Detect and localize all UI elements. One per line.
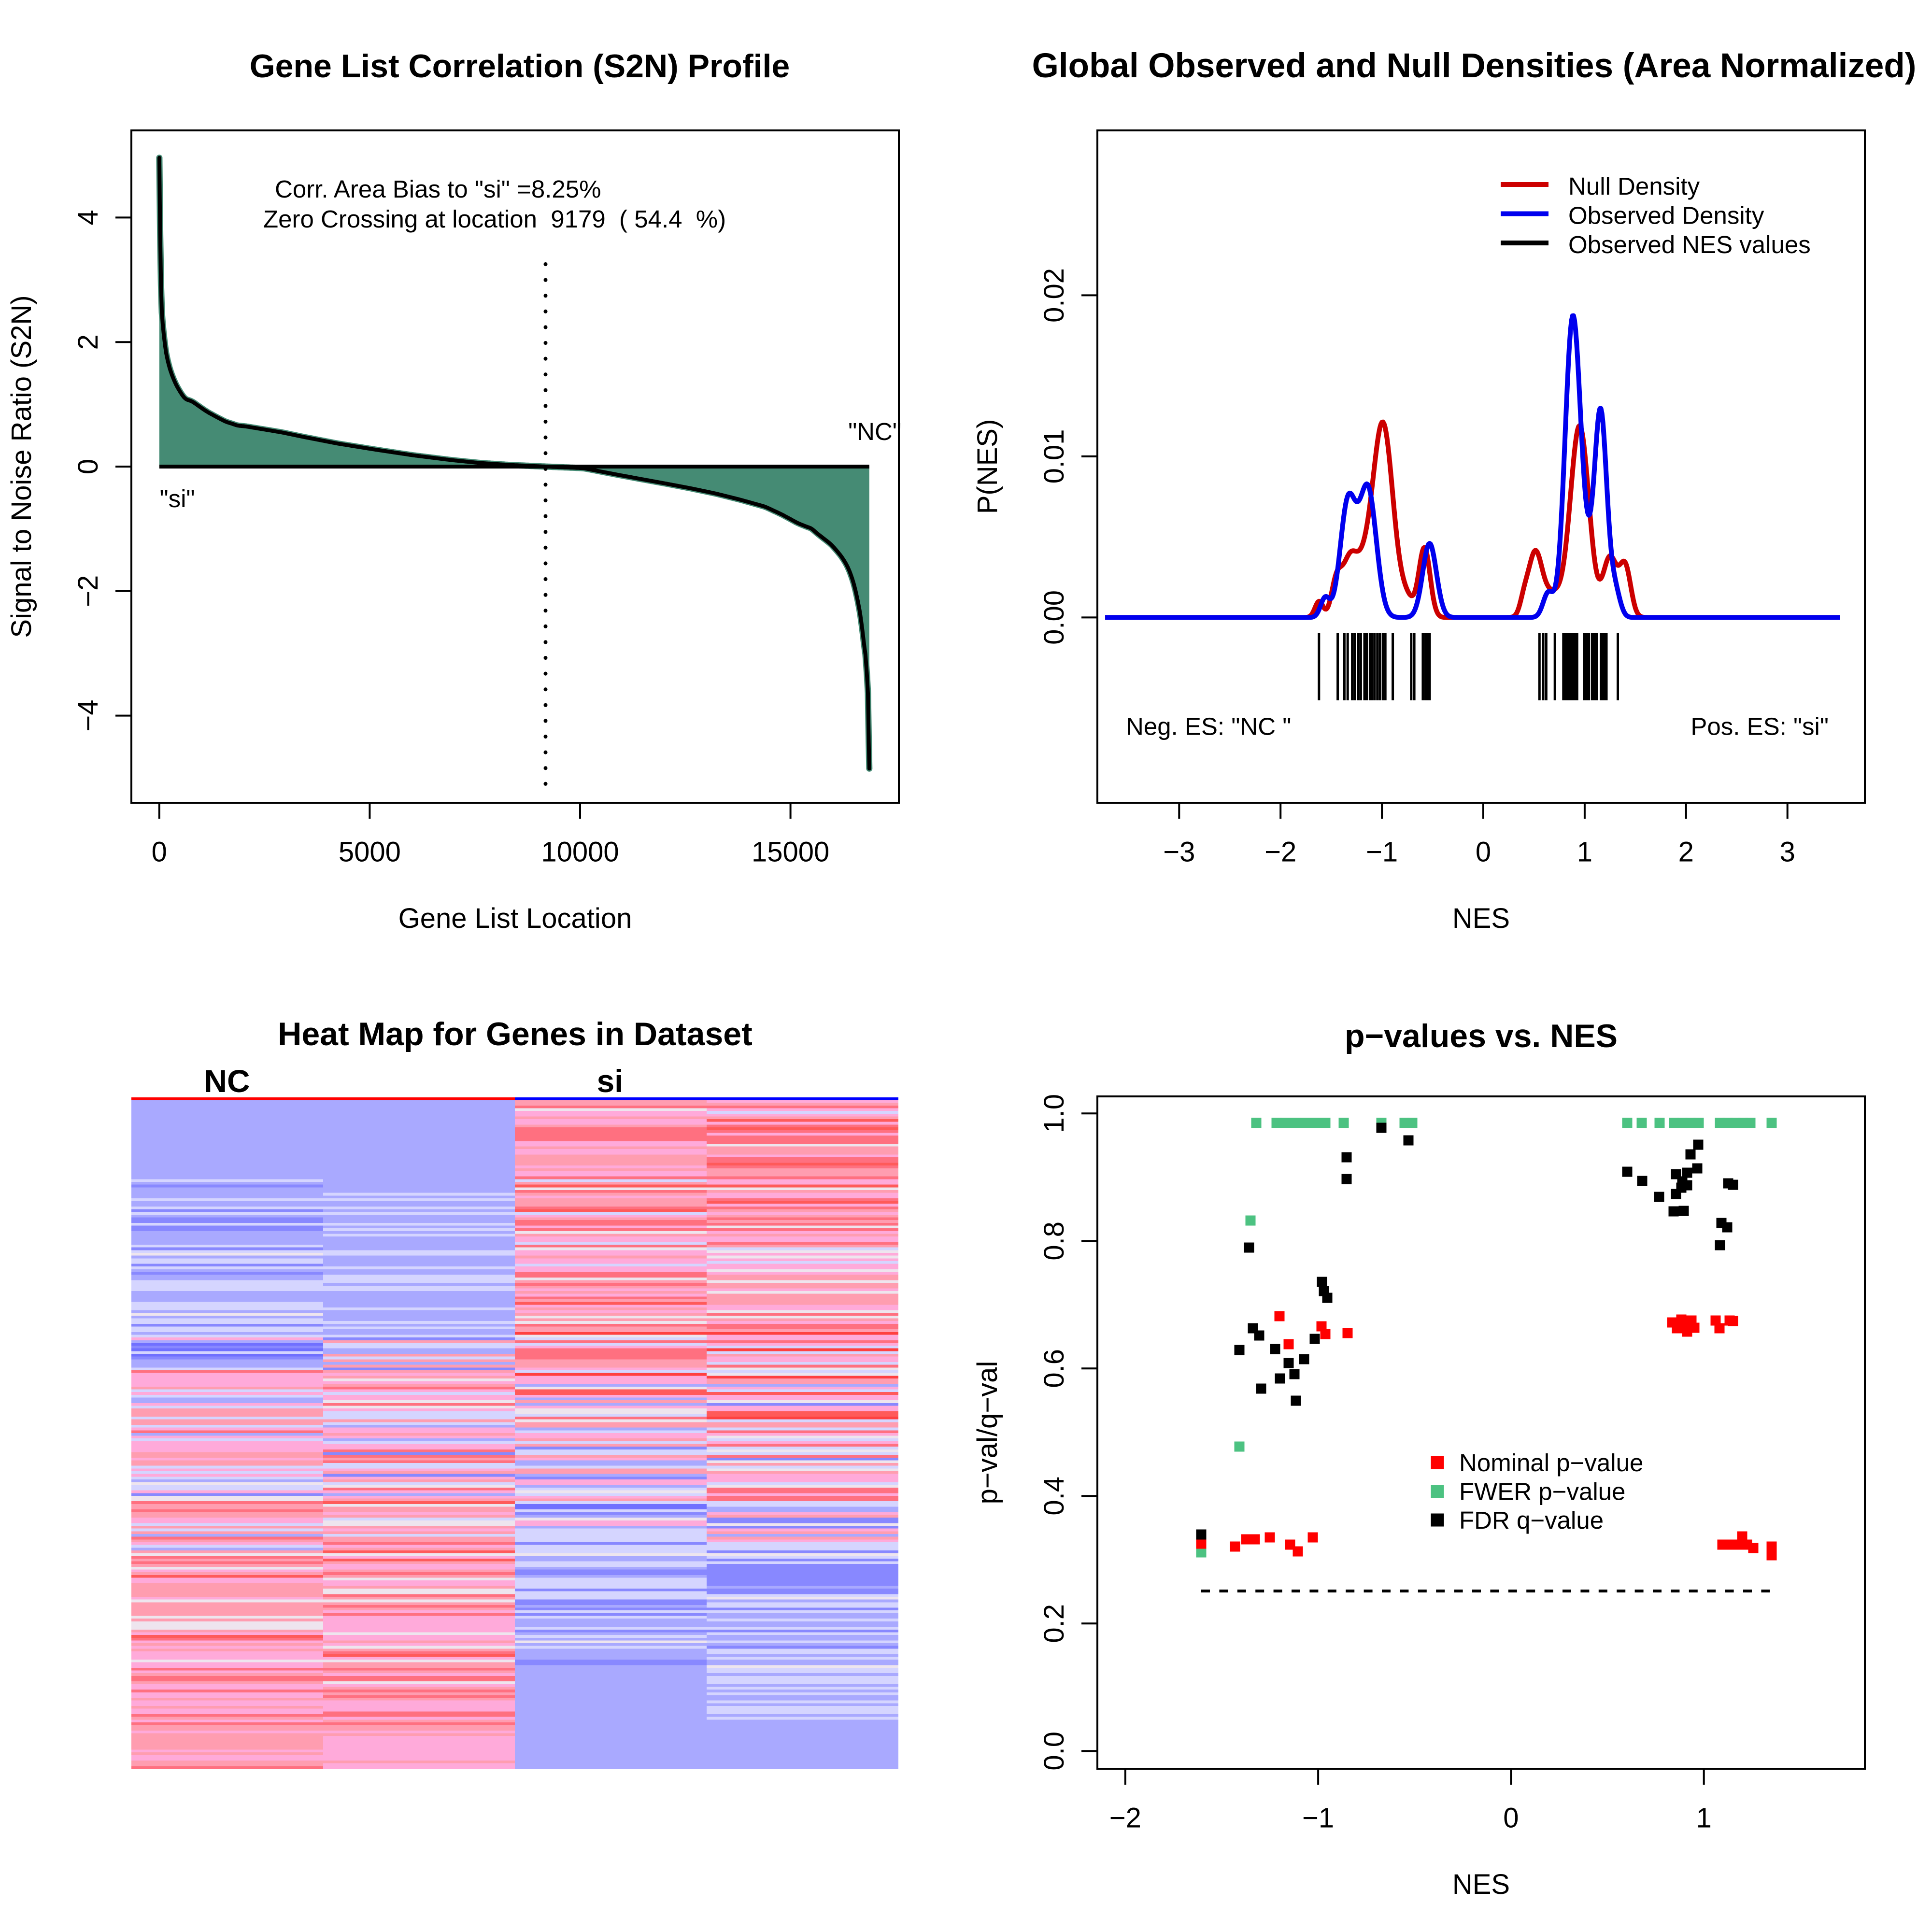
svg-text:2: 2 (72, 334, 104, 350)
svg-text:5000: 5000 (339, 837, 401, 868)
svg-text:Null Density: Null Density (1568, 172, 1700, 200)
svg-text:FWER p−value: FWER p−value (1459, 1478, 1625, 1506)
svg-text:−2: −2 (1264, 837, 1296, 868)
svg-text:0.01: 0.01 (1038, 429, 1070, 483)
svg-text:0: 0 (1476, 837, 1491, 868)
svg-text:−3: −3 (1163, 837, 1195, 868)
svg-text:4: 4 (72, 210, 104, 225)
svg-text:p−val/q−val: p−val/q−val (972, 1361, 1003, 1505)
svg-text:−1: −1 (1366, 837, 1398, 868)
svg-text:NC: NC (204, 1063, 250, 1099)
svg-text:−1: −1 (1302, 1803, 1334, 1834)
svg-text:Observed NES values: Observed NES values (1568, 231, 1811, 258)
svg-text:Observed Density: Observed Density (1568, 202, 1764, 229)
svg-text:Pos. ES: "si": Pos. ES: "si" (1690, 713, 1829, 740)
svg-text:0: 0 (152, 837, 167, 868)
svg-text:15000: 15000 (752, 837, 829, 868)
svg-text:0.4: 0.4 (1038, 1477, 1070, 1516)
svg-text:Zero Crossing at location 917: Zero Crossing at location 9179 ( 54.4 %) (263, 205, 726, 233)
svg-text:Global Observed and Null Densi: Global Observed and Null Densities (Area… (1032, 47, 1917, 85)
svg-text:"NC": "NC" (848, 418, 901, 445)
svg-text:P(NES): P(NES) (972, 419, 1003, 514)
svg-text:Neg. ES: "NC ": Neg. ES: "NC " (1126, 713, 1291, 740)
svg-text:0: 0 (72, 459, 104, 474)
svg-text:0.6: 0.6 (1038, 1349, 1070, 1388)
svg-text:Heat Map for Genes in Dataset: Heat Map for Genes in Dataset (278, 1016, 752, 1052)
svg-text:1: 1 (1696, 1803, 1712, 1834)
svg-text:0.00: 0.00 (1038, 590, 1070, 645)
svg-text:1: 1 (1577, 837, 1592, 868)
svg-text:Signal to Noise Ratio (S2N): Signal to Noise Ratio (S2N) (6, 295, 37, 638)
svg-text:NES: NES (1452, 1869, 1510, 1900)
svg-text:NES: NES (1452, 903, 1510, 934)
svg-text:Gene List Location: Gene List Location (398, 903, 632, 934)
svg-text:Corr. Area Bias to "si" =8.25%: Corr. Area Bias to "si" =8.25% (275, 175, 601, 203)
svg-text:0: 0 (1503, 1803, 1519, 1834)
svg-text:3: 3 (1780, 837, 1795, 868)
svg-text:0.2: 0.2 (1038, 1604, 1070, 1643)
svg-text:FDR q−value: FDR q−value (1459, 1506, 1604, 1534)
svg-text:si: si (597, 1063, 623, 1099)
svg-text:1.0: 1.0 (1038, 1094, 1070, 1133)
svg-text:0.8: 0.8 (1038, 1222, 1070, 1261)
svg-text:−4: −4 (72, 700, 104, 732)
svg-text:0.0: 0.0 (1038, 1732, 1070, 1771)
svg-text:2: 2 (1678, 837, 1694, 868)
svg-text:Nominal p−value: Nominal p−value (1459, 1449, 1643, 1477)
svg-text:"si": "si" (159, 485, 195, 512)
svg-text:0.02: 0.02 (1038, 268, 1070, 323)
svg-text:−2: −2 (72, 575, 104, 607)
svg-text:Gene List Correlation (S2N) Pr: Gene List Correlation (S2N) Profile (250, 48, 790, 85)
svg-text:−2: −2 (1109, 1803, 1141, 1834)
svg-text:10000: 10000 (541, 837, 619, 868)
svg-text:p−values vs. NES: p−values vs. NES (1345, 1018, 1618, 1054)
